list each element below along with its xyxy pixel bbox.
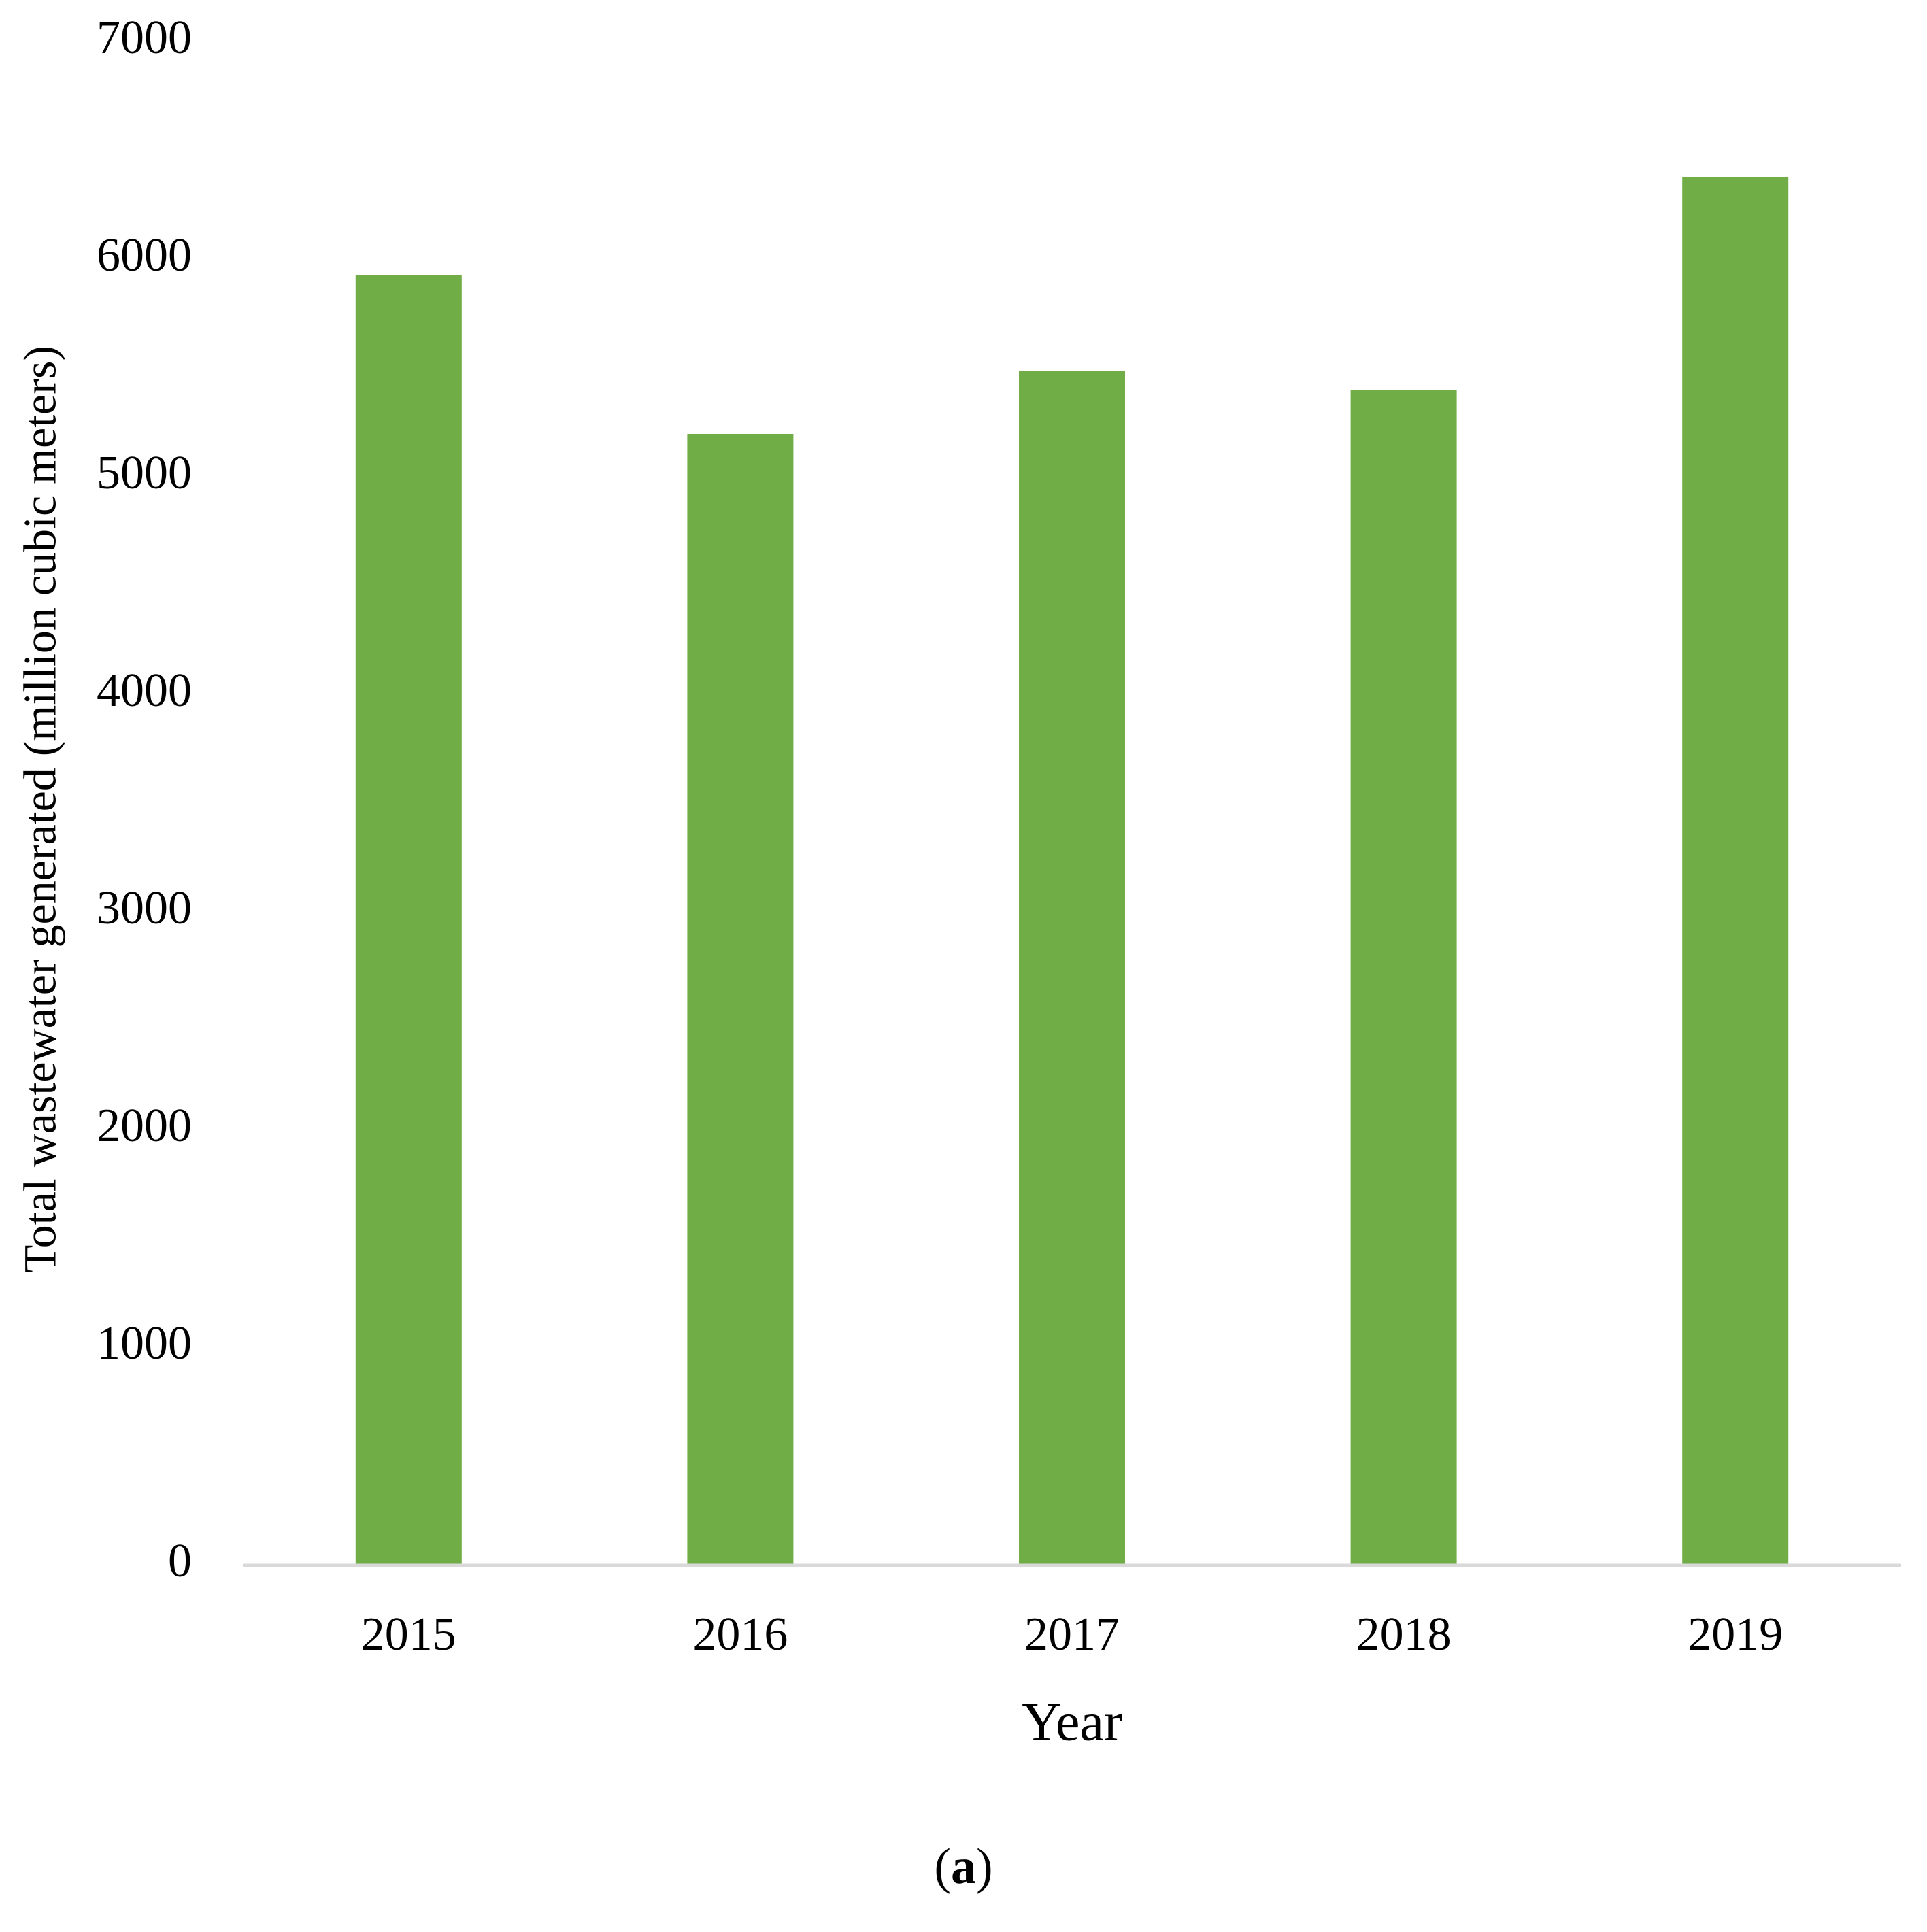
bar: [1350, 390, 1457, 1565]
panel-label-close: ): [976, 1839, 993, 1895]
panel-label-open: (: [934, 1839, 951, 1895]
y-tick-label: 7000: [97, 12, 192, 64]
bar: [687, 434, 794, 1565]
x-tick-label: 2019: [1688, 1608, 1783, 1661]
x-tick-label: 2015: [361, 1608, 456, 1661]
y-tick-label: 2000: [97, 1100, 192, 1152]
panel-label-letter: a: [951, 1839, 976, 1895]
x-tick-label: 2018: [1356, 1608, 1452, 1661]
y-tick-label: 5000: [97, 447, 192, 499]
bars: [355, 177, 1789, 1566]
y-tick-label: 0: [168, 1535, 192, 1587]
bar: [355, 275, 462, 1565]
y-tick-label: 3000: [97, 882, 192, 934]
y-axis-ticks: 0 1000 2000 3000 4000 5000 6000 7000: [97, 12, 192, 1587]
x-axis-ticks: 2015 2016 2017 2018 2019: [361, 1608, 1783, 1661]
y-tick-label: 4000: [97, 664, 192, 717]
y-axis-title: Total wastewater generated (million cubi…: [14, 345, 66, 1273]
panel-label: (a): [0, 1836, 1927, 1897]
bar: [1682, 177, 1789, 1565]
bar: [1019, 371, 1125, 1566]
x-tick-label: 2017: [1024, 1608, 1120, 1661]
x-axis-title: Year: [1022, 1692, 1122, 1752]
x-tick-label: 2016: [692, 1608, 788, 1661]
y-tick-label: 6000: [97, 229, 192, 282]
y-tick-label: 1000: [97, 1317, 192, 1370]
